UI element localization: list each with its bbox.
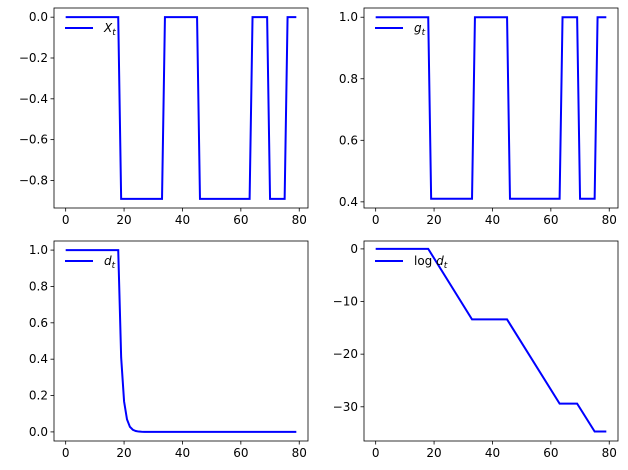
legend-subscript: t — [444, 261, 448, 271]
x-tick-label: 60 — [543, 213, 558, 227]
y-tick-label: 0.4 — [29, 352, 48, 366]
x-tick-label: 20 — [426, 213, 441, 227]
legend-label: dt — [104, 254, 116, 271]
legend-label: Xt — [103, 21, 116, 38]
y-tick-label: −20 — [333, 347, 358, 361]
y-tick-label: 0.0 — [29, 425, 48, 439]
y-tick-label: 0.0 — [29, 10, 48, 24]
legend-subscript: t — [112, 261, 116, 271]
y-tick-label: 0 — [350, 242, 358, 256]
subplot-4: 0 20 40 60 80 0 −10 −20 −30 log dt — [333, 240, 619, 460]
series-line-1-1 — [65, 16, 297, 200]
x-tick-label: 0 — [372, 213, 380, 227]
plot-frame — [363, 240, 619, 442]
x-tick-label: 40 — [175, 213, 190, 227]
y-tick-label: 0.8 — [29, 279, 48, 293]
legend-symbol: d — [436, 254, 444, 268]
legend-prefix: log — [414, 254, 436, 268]
legend-label: log dt — [414, 254, 448, 271]
x-tick-label: 0 — [372, 446, 380, 460]
y-tick-label: 0.6 — [339, 133, 358, 147]
series-line-3-1 — [65, 249, 297, 433]
y-tick-label: 1.0 — [29, 243, 48, 257]
legend: log dt — [375, 254, 448, 271]
x-tick-label: 20 — [116, 446, 131, 460]
legend-subscript: t — [112, 28, 116, 38]
y-tick-label: −0.2 — [19, 51, 48, 65]
y-tick-label: −10 — [333, 295, 358, 309]
x-tick-label: 60 — [233, 213, 248, 227]
subplot-2: 0 20 40 60 80 0.4 0.6 0.8 1.0 gt — [339, 7, 619, 227]
legend: gt — [375, 21, 426, 38]
legend: dt — [65, 254, 116, 271]
series-line-4-1 — [375, 247, 607, 433]
legend-symbol: g — [414, 21, 422, 35]
plot-frame — [53, 240, 309, 442]
plot-frame — [363, 7, 619, 209]
y-tick-label: 0.4 — [339, 195, 358, 209]
x-tick-label: 80 — [602, 213, 617, 227]
x-tick-label: 0 — [62, 446, 70, 460]
x-tick-label: 60 — [233, 446, 248, 460]
x-tick-label: 0 — [62, 213, 70, 227]
y-tick-label: 0.8 — [339, 72, 358, 86]
x-tick-label: 40 — [485, 446, 500, 460]
legend-symbol: d — [104, 254, 112, 268]
legend-subscript: t — [422, 28, 426, 38]
y-tick-label: −0.4 — [19, 92, 48, 106]
x-tick-label: 80 — [602, 446, 617, 460]
y-tick-label: −0.8 — [19, 173, 48, 187]
x-tick-label: 40 — [485, 213, 500, 227]
y-tick-label: 0.6 — [29, 316, 48, 330]
series-line-2-1 — [375, 16, 607, 200]
subplot-3: 0 20 40 60 80 0.0 0.2 0.4 0.6 0.8 1.0 dt — [29, 240, 309, 460]
x-tick-label: 40 — [175, 446, 190, 460]
y-tick-label: −30 — [333, 400, 358, 414]
y-tick-label: 0.2 — [29, 389, 48, 403]
x-tick-label: 20 — [426, 446, 441, 460]
subplot-1: 0 20 40 60 80 0.0 −0.2 −0.4 −0.6 −0.8 Xt — [19, 7, 309, 227]
y-tick-label: 1.0 — [339, 10, 358, 24]
x-tick-label: 20 — [116, 213, 131, 227]
y-tick-label: −0.6 — [19, 133, 48, 147]
x-tick-label: 80 — [292, 213, 307, 227]
legend: Xt — [65, 21, 116, 38]
x-tick-label: 60 — [543, 446, 558, 460]
legend-label: gt — [414, 21, 426, 38]
x-tick-label: 80 — [292, 446, 307, 460]
legend-symbol: X — [103, 21, 113, 35]
plot-frame — [53, 7, 309, 209]
